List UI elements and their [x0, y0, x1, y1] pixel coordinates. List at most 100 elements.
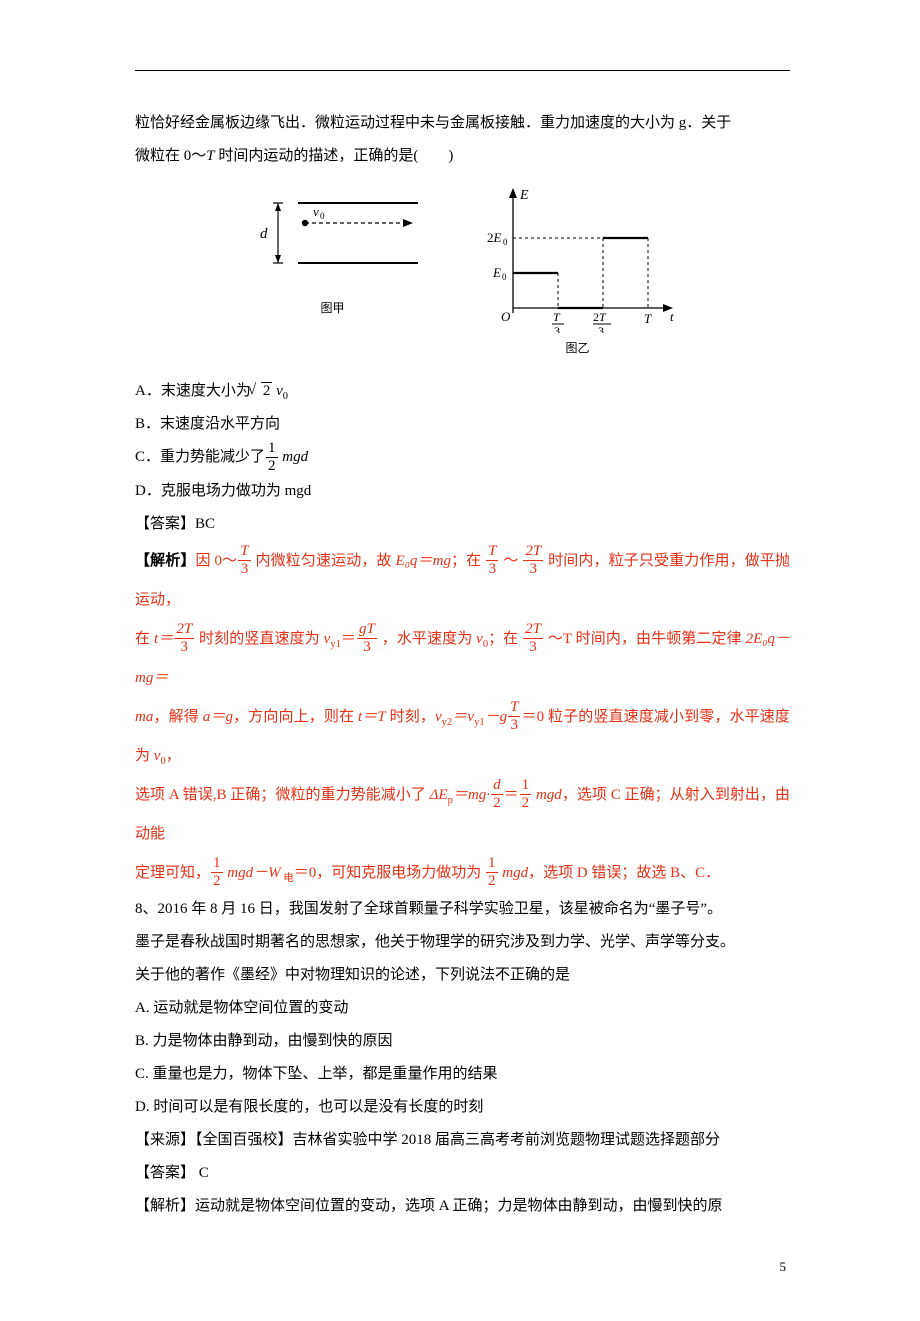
- ana-seg4: ～: [499, 553, 522, 569]
- option-a-var: v: [276, 383, 283, 399]
- svg-text:E: E: [492, 265, 501, 280]
- option-c: C．重力势能减少了12 mgd: [135, 441, 790, 474]
- ana-frac8: d2: [491, 778, 503, 811]
- option-c-suffix: mgd: [279, 449, 309, 465]
- figure-jia-caption: 图甲: [243, 295, 423, 321]
- ana-seg1b: 0～: [215, 553, 238, 569]
- ana-eq5a: ma: [135, 709, 153, 725]
- ana-seg16: 选项 A 错误,B 正确；微粒的重力势能减小了: [135, 787, 430, 803]
- svg-text:2T: 2T: [593, 310, 607, 324]
- option-a-prefix: A．末速度大小为: [135, 383, 251, 399]
- analysis-line1: 【解析】因 0～T3 内微粒匀速运动，故 E₀q＝mg；在 T3 ～ 2T3 时…: [135, 541, 790, 620]
- ana-seg18: 定理可知，: [135, 865, 210, 881]
- analysis-line5: 定理可知，12 mgd－W 电＝0，可知克服电场力做功为 12 mgd，选项 D…: [135, 854, 790, 893]
- q8-option-c: C. 重量也是力，物体下坠、上举，都是重量作用的结果: [135, 1058, 790, 1091]
- q8-option-b: B. 力是物体由静到动，由慢到快的原因: [135, 1025, 790, 1058]
- ana-eq7a: v: [435, 709, 442, 725]
- ana-eq2a-sub: y1: [330, 639, 341, 650]
- analysis2-text: 运动就是物体空间位置的变动，选项 A 正确；力是物体由静到动，由慢到快的原: [195, 1198, 723, 1214]
- top-rule: [135, 70, 790, 71]
- q8-option-a: A. 运动就是物体空间位置的变动: [135, 992, 790, 1025]
- answer2-label: 【答案】: [135, 1165, 195, 1181]
- source: 【来源】【全国百强校】吉林省实验中学 2018 届高三高考考前浏览题物理试题选择…: [135, 1124, 790, 1157]
- svg-text:T: T: [553, 310, 561, 324]
- svg-text:T: T: [644, 311, 652, 326]
- ana-eq7b-sub: y1: [474, 717, 485, 728]
- answer: 【答案】BC: [135, 508, 790, 541]
- analysis-line3: ma，解得 a＝g，方向向上，则在 t＝T 时刻，vy2＝vy1－gT3＝0 粒…: [135, 698, 790, 776]
- svg-text:3: 3: [554, 324, 560, 333]
- answer-value: BC: [195, 516, 215, 532]
- svg-text:E: E: [519, 188, 529, 203]
- figure-jia-wrap: d v 0 图甲: [243, 183, 423, 321]
- ana-eq7b: ＝v: [452, 709, 474, 725]
- option-d-text: D．克服电场力做功为 mgd: [135, 483, 311, 499]
- intro-line1: 粒恰好经金属板边缘飞出．微粒运动过程中未与金属板接触．重力加速度的大小为 g．关…: [135, 107, 790, 140]
- ana-frac11: 12: [486, 856, 498, 889]
- ana-seg13: 时刻，: [386, 709, 435, 725]
- analysis-label: 【解析】: [135, 552, 196, 569]
- analysis2-label: 【解析】: [135, 1198, 195, 1214]
- ana-seg12: ，方向向上，则在: [233, 709, 358, 725]
- svg-text:0: 0: [502, 272, 507, 282]
- answer2: 【答案】 C: [135, 1157, 790, 1190]
- figure-yi-wrap: E 2E 0 E 0 O T 3 2T 3 T t 图乙: [473, 183, 683, 361]
- svg-text:0: 0: [320, 211, 325, 221]
- svg-text:v: v: [313, 204, 319, 219]
- figure-row: d v 0 图甲: [135, 183, 790, 361]
- option-a: A．末速度大小为2 v0: [135, 375, 790, 408]
- ana-seg19: ，可知克服电场力做功为: [316, 865, 485, 881]
- option-d: D．克服电场力做功为 mgd: [135, 475, 790, 508]
- ana-eq2b: ＝: [341, 631, 356, 647]
- figure-jia: d v 0: [243, 183, 423, 293]
- analysis: 【解析】因 0～T3 内微粒匀速运动，故 E₀q＝mg；在 T3 ～ 2T3 时…: [135, 541, 790, 893]
- svg-text:O: O: [501, 309, 511, 324]
- ana-frac7: T3: [508, 700, 520, 733]
- intro-line2-prefix: 微粒在 0～: [135, 148, 206, 164]
- q8-option-d: D. 时间可以是有限长度的，也可以是没有长度的时刻: [135, 1091, 790, 1124]
- ana-seg3: ；在: [451, 553, 485, 569]
- source-label: 【来源】: [135, 1132, 195, 1148]
- intro-line2-suffix: 时间内运动的描述，正确的是( ): [215, 148, 454, 164]
- ana-eq3: v: [476, 631, 483, 647]
- ana-frac3: 2T3: [523, 544, 543, 577]
- svg-text:0: 0: [503, 237, 508, 247]
- page: 粒恰好经金属板边缘飞出．微粒运动过程中未与金属板接触．重力加速度的大小为 g．关…: [0, 0, 920, 1321]
- analysis-line4: 选项 A 错误,B 正确；微粒的重力势能减小了 ΔEp＝mg·d2＝12 mgd…: [135, 776, 790, 854]
- q8-l1: 8、2016 年 8 月 16 日，我国发射了全球首颗量子科学实验卫星，该星被命…: [135, 893, 790, 926]
- q8-l3: 关于他的著作《墨经》中对物理知识的论述，下列说法不正确的是: [135, 959, 790, 992]
- ana-eq9b: ＝mg·: [453, 787, 490, 803]
- option-b: B．末速度沿水平方向: [135, 408, 790, 441]
- ana-seg9: ；在: [488, 631, 522, 647]
- ana-frac2: T3: [486, 544, 498, 577]
- ana-eq7c: －g: [485, 709, 508, 725]
- intro-line2: 微粒在 0～T 时间内运动的描述，正确的是( ): [135, 140, 790, 173]
- option-c-frac: 12: [266, 441, 278, 474]
- ana-seg20: ，选项 D 错误；故选 B、C．: [528, 865, 720, 881]
- ana-eq5b: a＝g: [203, 709, 233, 725]
- analysis2: 【解析】运动就是物体空间位置的变动，选项 A 正确；力是物体由静到动，由慢到快的…: [135, 1190, 790, 1223]
- ana-frac9: 12: [520, 778, 532, 811]
- ana-seg15: ，: [166, 748, 181, 764]
- ana-eq7a-sub: y2: [442, 717, 453, 728]
- answer-label: 【答案】: [135, 516, 195, 532]
- option-a-sqrt: 2: [251, 375, 273, 408]
- ana-frac4: 2T3: [174, 622, 194, 655]
- svg-text:2E: 2E: [487, 230, 502, 245]
- ana-seg6b: t＝: [154, 631, 173, 647]
- ana-eq10a-sub: 电: [281, 873, 294, 884]
- figure-yi: E 2E 0 E 0 O T 3 2T 3 T t: [473, 183, 683, 333]
- option-a-sub: 0: [283, 391, 288, 402]
- ana-seg8: ，水平速度为: [378, 631, 476, 647]
- ana-frac6: 2T3: [523, 622, 543, 655]
- ana-seg10: ～T 时间内，由牛顿第二定律: [544, 631, 746, 647]
- ana-seg7: 时刻的竖直速度为: [195, 631, 323, 647]
- ana-seg1a: 因: [196, 553, 215, 569]
- svg-text:3: 3: [598, 324, 604, 333]
- ana-eq9a: ΔE: [430, 787, 448, 803]
- source-text: 【全国百强校】吉林省实验中学 2018 届高三高考考前浏览题物理试题选择题部分: [195, 1132, 720, 1148]
- intro-line2-var: T: [206, 148, 214, 164]
- ana-seg11: ，解得: [153, 709, 202, 725]
- ana-frac1: T3: [238, 544, 250, 577]
- ana-seg6a: 在: [135, 631, 154, 647]
